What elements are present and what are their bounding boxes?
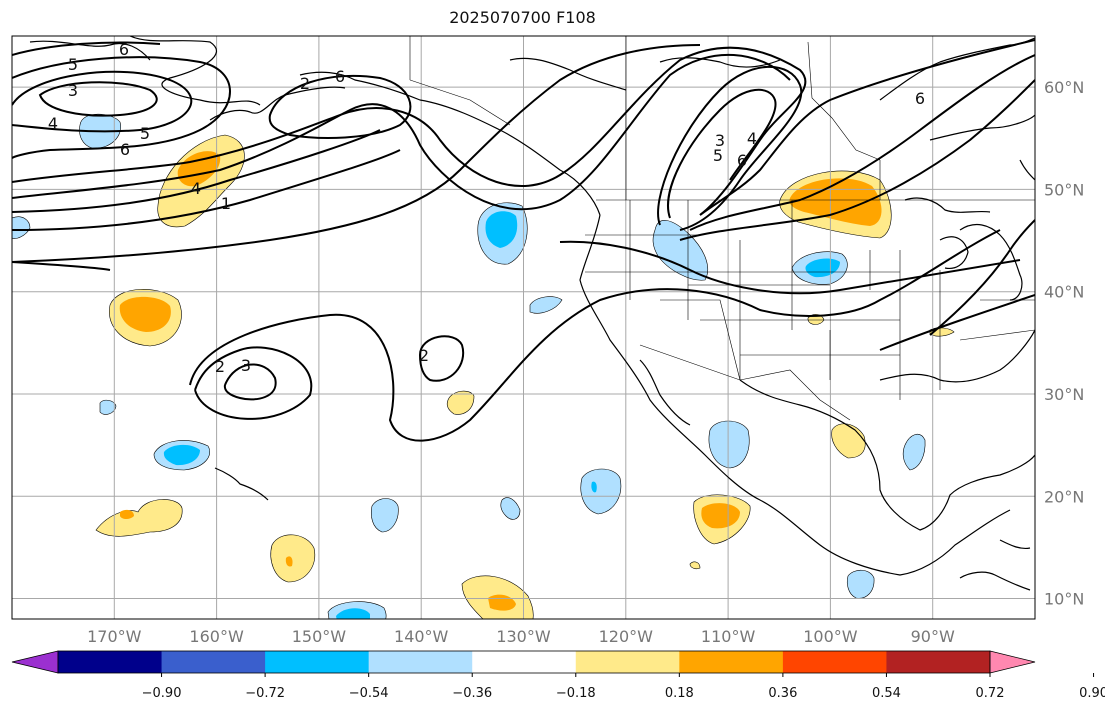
positive-anomaly-region: [446, 390, 475, 415]
strong-positive-core: [119, 296, 171, 332]
colorbar-extend-min: [11, 650, 59, 674]
colorbar-tick-label: 0.90: [1079, 686, 1105, 701]
contour-label: 3: [68, 81, 78, 100]
positive-anomaly-region: [689, 561, 701, 570]
contour-label: 4: [747, 129, 757, 148]
contour-label: 3: [241, 356, 251, 375]
lon-tick-label: 140°W: [394, 627, 449, 646]
colorbar-segment: [886, 651, 991, 673]
negative-anomaly-region: [99, 399, 117, 415]
strong-positive-core: [120, 509, 134, 519]
negative-anomaly-region: [708, 420, 750, 469]
contour-label: 6: [119, 40, 129, 59]
negative-anomaly-region: [652, 220, 709, 281]
colorbar-tick-label: 0.54: [872, 686, 901, 701]
negative-anomaly-region: [529, 296, 563, 314]
strong-positive-core: [789, 178, 882, 226]
colorbar-segment: [782, 651, 887, 673]
longitude-labels: 170°W 160°W 150°W 140°W 130°W 120°W 110°W 100°W…: [87, 627, 955, 646]
contour-label: 5: [68, 55, 78, 74]
strong-positive-core: [285, 556, 293, 567]
positive-anomaly-region: [270, 534, 316, 583]
strong-negative-core: [805, 258, 840, 278]
lat-tick-label: 30°N: [1044, 385, 1084, 404]
latitude-labels: 10°N 20°N 30°N 40°N 50°N 60°N: [1044, 78, 1084, 608]
colorbar-tick-label: −0.18: [556, 686, 596, 701]
contour-label: 6: [915, 89, 925, 108]
colorbar-labels: −0.90 −0.72 −0.54 −0.36 −0.18 0.18 0.36 0.54 0.7…: [142, 673, 1105, 701]
strong-negative-core: [485, 211, 518, 248]
contour-label: 3: [715, 131, 725, 150]
strong-negative-core: [591, 481, 597, 493]
negative-anomaly-region: [500, 497, 521, 520]
lat-tick-label: 40°N: [1044, 283, 1084, 302]
colorbar-segment: [161, 651, 266, 673]
colorbar-tick-label: 0.36: [768, 686, 797, 701]
lat-tick-label: 10°N: [1044, 590, 1084, 609]
lon-tick-label: 100°W: [803, 627, 858, 646]
colorbar-tick-label: 0.72: [976, 686, 1005, 701]
contour-label: 6: [737, 151, 747, 170]
anomaly-fills: [12, 113, 955, 619]
contour-lines: [12, 39, 1035, 442]
contour-label: 2: [419, 346, 429, 365]
contour-label: 4: [191, 179, 201, 198]
colorbar-segment: [58, 651, 163, 673]
positive-anomaly-region: [95, 499, 183, 537]
colorbar-tick-label: −0.36: [452, 686, 492, 701]
strong-positive-core: [701, 503, 740, 529]
lat-tick-label: 20°N: [1044, 487, 1084, 506]
colorbar-segment: [472, 651, 577, 673]
contour-label: 5: [140, 124, 150, 143]
lon-tick-label: 110°W: [701, 627, 756, 646]
lon-tick-label: 170°W: [87, 627, 142, 646]
strong-positive-core: [177, 151, 221, 187]
lon-tick-label: 150°W: [292, 627, 347, 646]
contour-label: 6: [120, 140, 130, 159]
contour-label: 1: [221, 194, 231, 213]
positive-anomaly-region: [831, 423, 866, 459]
lon-tick-label: 90°W: [911, 627, 955, 646]
colorbar-tick-label: −0.90: [142, 686, 182, 701]
colorbar: [11, 650, 1036, 674]
map-frame: [11, 35, 1036, 620]
colorbar-segment: [679, 651, 784, 673]
colorbar-tick-label: −0.54: [349, 686, 389, 701]
negative-anomaly-region: [846, 569, 875, 599]
colorbar-segment: [368, 651, 473, 673]
strong-negative-core: [163, 444, 200, 466]
map-title: 2025070700 F108: [449, 8, 596, 27]
negative-anomaly-region: [902, 433, 926, 471]
colorbar-outline: [57, 650, 991, 674]
lat-tick-label: 50°N: [1044, 180, 1084, 199]
negative-anomaly-region: [371, 498, 399, 533]
contour-label: 2: [215, 357, 225, 376]
colorbar-segment: [265, 651, 370, 673]
contour-label: 2: [300, 74, 310, 93]
lon-tick-label: 160°W: [189, 627, 244, 646]
political-borders: [409, 36, 1035, 421]
colorbar-segment: [575, 651, 680, 673]
lon-tick-label: 120°W: [599, 627, 654, 646]
contour-label: 6: [335, 67, 345, 86]
colorbar-extend-max: [989, 650, 1036, 674]
contour-label: 5: [713, 146, 723, 165]
colorbar-tick-label: 0.18: [665, 686, 694, 701]
colorbar-tick-label: −0.72: [245, 686, 285, 701]
contour-label: 4: [48, 114, 58, 133]
lon-tick-label: 130°W: [496, 627, 551, 646]
lat-tick-label: 60°N: [1044, 78, 1084, 97]
negative-anomaly-region: [580, 468, 622, 515]
negative-anomaly-region: [12, 216, 31, 239]
strong-negative-core: [336, 608, 370, 619]
